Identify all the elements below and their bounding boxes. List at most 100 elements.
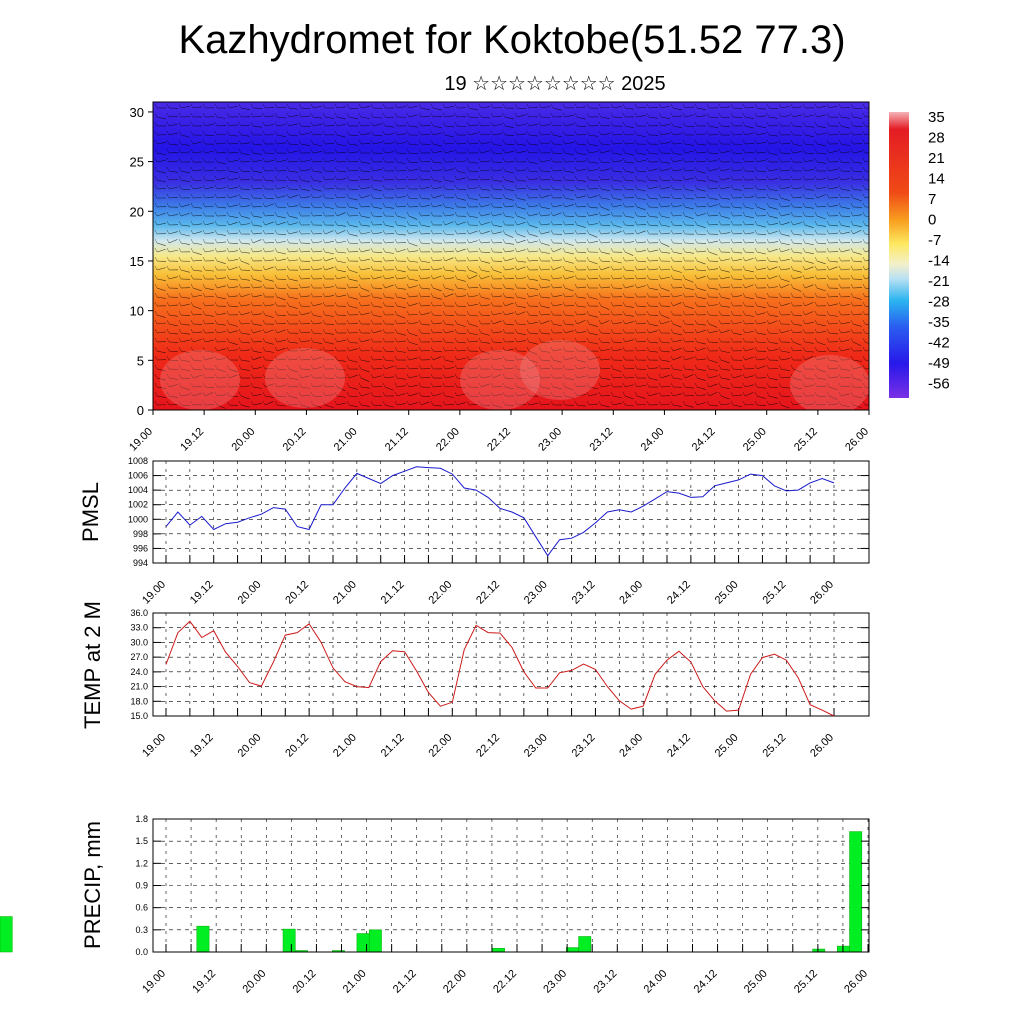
- wind-barb-flag: [718, 211, 722, 217]
- wind-barb-flag: [310, 310, 314, 316]
- x-tick-label: 20.00: [236, 579, 264, 607]
- wind-barb-flag: [682, 400, 686, 406]
- wind-barb-flag: [490, 274, 494, 280]
- wind-barb: [708, 204, 718, 208]
- wind-barb: [336, 260, 346, 264]
- wind-barb-flag: [814, 319, 818, 325]
- wind-barb-flag: [670, 202, 674, 208]
- wind-barb-flag: [826, 238, 830, 244]
- wind-barb-flag: [610, 400, 614, 406]
- wind-barb: [432, 393, 442, 397]
- wind-barb: [396, 215, 406, 219]
- wind-barb-flag: [850, 166, 854, 172]
- wind-barb: [480, 269, 490, 273]
- wind-barb-flag: [754, 364, 758, 370]
- wind-barb: [264, 221, 274, 226]
- wind-barb-flag: [862, 193, 866, 199]
- wind-barb-flag: [358, 337, 362, 343]
- wind-barb: [624, 278, 635, 280]
- wind-barb-flag: [370, 400, 374, 406]
- wind-barb-flag: [490, 391, 494, 397]
- wind-barb-flag: [478, 346, 482, 352]
- wind-barb-flag: [238, 391, 242, 397]
- wind-barb: [252, 152, 262, 155]
- wind-barb: [252, 304, 262, 307]
- wind-barb: [780, 205, 790, 208]
- wind-barb-flag: [358, 319, 362, 325]
- wind-barb-flag: [622, 328, 626, 334]
- wind-barb-flag: [502, 319, 506, 325]
- wind-barb: [708, 223, 718, 226]
- wind-barb: [324, 251, 334, 255]
- wind-barb: [312, 367, 322, 370]
- wind-barb: [612, 160, 622, 163]
- wind-barb: [768, 215, 778, 219]
- wind-barb: [828, 367, 838, 370]
- wind-barb: [696, 179, 706, 182]
- wind-barb-flag: [346, 337, 350, 343]
- wind-barb: [216, 177, 226, 181]
- wind-barb-flag: [550, 346, 554, 352]
- wind-barb-flag: [454, 211, 458, 217]
- wind-barb: [720, 116, 730, 119]
- wind-barb: [180, 350, 190, 354]
- wind-barb: [744, 269, 754, 273]
- wind-barb: [492, 386, 503, 388]
- wind-barb: [264, 250, 274, 253]
- wind-barb: [336, 339, 346, 343]
- wind-barb: [696, 213, 706, 217]
- wind-barb: [300, 260, 310, 262]
- wind-barb: [804, 302, 814, 307]
- wind-barb-flag: [190, 157, 194, 163]
- wind-barb-flag: [334, 265, 338, 271]
- wind-barb: [696, 323, 706, 326]
- wind-barb: [264, 367, 274, 370]
- wind-barb-flag: [430, 319, 434, 325]
- wind-barb-flag: [490, 229, 494, 235]
- wind-barb: [360, 116, 370, 119]
- wind-barb-flag: [670, 148, 674, 154]
- x-tick-label: 21.12: [379, 732, 407, 760]
- wind-barb-flag: [562, 391, 566, 397]
- wind-barb-flag: [514, 121, 518, 127]
- wind-barb-flag: [358, 238, 362, 244]
- wind-barb-flag: [382, 238, 386, 244]
- wind-barb: [384, 133, 394, 136]
- wind-barb: [828, 395, 838, 400]
- wind-barb-flag: [622, 157, 626, 163]
- wind-barb-flag: [778, 211, 782, 217]
- wind-barb: [192, 359, 202, 362]
- wind-barb-flag: [430, 328, 434, 334]
- wind-barb: [588, 367, 598, 370]
- wind-barb-flag: [226, 148, 230, 154]
- wind-barb: [528, 332, 538, 335]
- wind-barb: [336, 395, 346, 398]
- wind-barb-flag: [202, 166, 206, 172]
- wind-barb: [792, 125, 802, 128]
- wind-barb-flag: [766, 382, 770, 388]
- wind-barb: [396, 242, 407, 244]
- wind-barb: [300, 331, 310, 334]
- wind-barb: [684, 404, 694, 408]
- wind-barb: [600, 133, 610, 136]
- wind-barb: [576, 331, 586, 334]
- wind-barb: [516, 179, 526, 182]
- wind-barb: [840, 161, 850, 164]
- wind-barb: [312, 179, 322, 183]
- wind-barb-flag: [190, 283, 194, 289]
- wind-barb-flag: [742, 121, 746, 127]
- wind-barb: [192, 206, 202, 209]
- wind-barb: [516, 266, 526, 271]
- wind-barb: [732, 251, 742, 254]
- wind-barb-flag: [274, 130, 278, 136]
- wind-barb: [816, 132, 826, 136]
- wind-barb-flag: [478, 283, 482, 289]
- wind-barb-flag: [454, 346, 458, 352]
- wind-barb: [552, 304, 562, 307]
- wind-barb-flag: [814, 283, 818, 289]
- wind-barb-flag: [838, 247, 842, 253]
- wind-barb-flag: [358, 211, 362, 217]
- wind-barb-flag: [622, 337, 626, 343]
- wind-barb: [312, 188, 322, 192]
- wind-barb: [804, 143, 814, 146]
